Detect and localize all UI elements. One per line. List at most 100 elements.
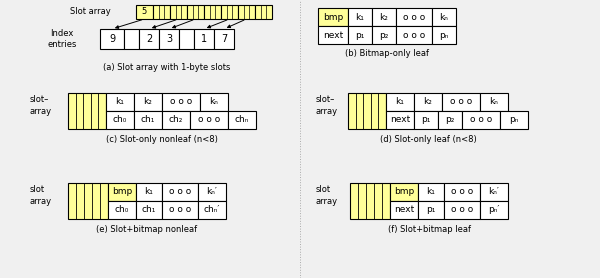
Bar: [187, 5, 204, 19]
Bar: [68, 183, 108, 219]
Bar: [350, 183, 390, 219]
Bar: [318, 8, 348, 26]
Text: 1: 1: [201, 34, 207, 44]
Text: array: array: [30, 106, 52, 115]
Bar: [124, 29, 139, 49]
Bar: [162, 111, 190, 129]
Bar: [204, 5, 221, 19]
Bar: [386, 93, 414, 111]
Bar: [348, 93, 386, 129]
Text: array: array: [316, 197, 338, 205]
Bar: [390, 201, 418, 219]
Text: p₁: p₁: [421, 115, 431, 125]
Bar: [190, 111, 228, 129]
Text: pₙ: pₙ: [439, 31, 449, 39]
Bar: [162, 201, 198, 219]
Text: (f) Slot+bitmap leaf: (f) Slot+bitmap leaf: [388, 225, 470, 234]
Text: kₙ: kₙ: [440, 13, 448, 21]
Bar: [162, 183, 198, 201]
Text: o o o: o o o: [451, 187, 473, 197]
Text: 9: 9: [109, 34, 115, 44]
Text: o o o: o o o: [450, 98, 472, 106]
Bar: [418, 201, 444, 219]
Bar: [136, 201, 162, 219]
Text: next: next: [323, 31, 343, 39]
Bar: [106, 93, 134, 111]
Bar: [134, 111, 162, 129]
Text: p₁: p₁: [355, 31, 365, 39]
Text: 5: 5: [142, 8, 147, 16]
Bar: [179, 29, 194, 49]
Bar: [444, 183, 480, 201]
Bar: [432, 8, 456, 26]
Bar: [136, 183, 162, 201]
Text: p₂: p₂: [445, 115, 455, 125]
Text: Slot array: Slot array: [70, 8, 110, 16]
Text: (c) Slot-only nonleaf (n<8): (c) Slot-only nonleaf (n<8): [106, 135, 218, 143]
Text: 2: 2: [146, 34, 152, 44]
Bar: [318, 26, 348, 44]
Text: o o o: o o o: [198, 115, 220, 125]
Bar: [200, 93, 228, 111]
Text: ch₁: ch₁: [142, 205, 156, 215]
Bar: [136, 5, 153, 19]
Text: Index
entries: Index entries: [47, 29, 77, 49]
Bar: [100, 29, 124, 49]
Text: k₁: k₁: [427, 187, 436, 197]
Text: chₙ: chₙ: [235, 115, 249, 125]
Text: ch₁: ch₁: [141, 115, 155, 125]
Bar: [170, 5, 187, 19]
Bar: [139, 29, 159, 49]
Bar: [108, 183, 136, 201]
Bar: [214, 29, 234, 49]
Bar: [348, 8, 372, 26]
Text: pₙ′: pₙ′: [488, 205, 500, 215]
Bar: [444, 201, 480, 219]
Text: o o o: o o o: [451, 205, 473, 215]
Bar: [386, 111, 414, 129]
Text: p₁: p₁: [427, 205, 436, 215]
Bar: [414, 111, 438, 129]
Text: ch₀: ch₀: [113, 115, 127, 125]
Text: 3: 3: [166, 34, 172, 44]
Bar: [500, 111, 528, 129]
Text: 7: 7: [221, 34, 227, 44]
Text: slot–: slot–: [30, 95, 49, 103]
Bar: [390, 183, 418, 201]
Text: bmp: bmp: [323, 13, 343, 21]
Text: p₂: p₂: [379, 31, 389, 39]
Text: o o o: o o o: [403, 31, 425, 39]
Text: o o o: o o o: [403, 13, 425, 21]
Text: (b) Bitmap-only leaf: (b) Bitmap-only leaf: [345, 49, 429, 58]
Text: o o o: o o o: [169, 187, 191, 197]
Text: k₁: k₁: [145, 187, 154, 197]
Bar: [134, 93, 162, 111]
Text: o o o: o o o: [170, 98, 192, 106]
Bar: [194, 29, 214, 49]
Text: chₙ′: chₙ′: [204, 205, 220, 215]
Bar: [221, 5, 238, 19]
Bar: [372, 8, 396, 26]
Bar: [162, 93, 200, 111]
Text: kₙ: kₙ: [490, 98, 499, 106]
Text: slot: slot: [316, 185, 331, 193]
Text: kₙ′: kₙ′: [206, 187, 217, 197]
Bar: [159, 29, 179, 49]
Text: k₁: k₁: [356, 13, 364, 21]
Bar: [396, 8, 432, 26]
Bar: [228, 111, 256, 129]
Text: k₁: k₁: [116, 98, 124, 106]
Bar: [396, 26, 432, 44]
Text: slot: slot: [30, 185, 45, 193]
Bar: [106, 111, 134, 129]
Bar: [480, 183, 508, 201]
Text: pₙ: pₙ: [509, 115, 518, 125]
Bar: [238, 5, 255, 19]
Text: array: array: [316, 106, 338, 115]
Text: next: next: [390, 115, 410, 125]
Text: next: next: [394, 205, 414, 215]
Bar: [198, 201, 226, 219]
Bar: [198, 183, 226, 201]
Text: ch₀: ch₀: [115, 205, 129, 215]
Bar: [432, 26, 456, 44]
